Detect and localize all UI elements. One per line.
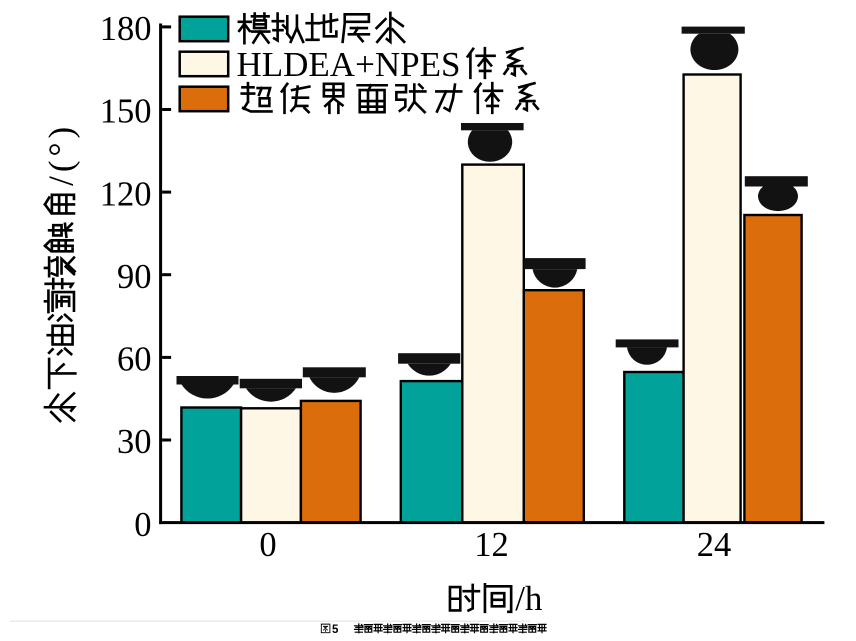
svg-text:HLDEA+NPES: HLDEA+NPES [237, 45, 461, 84]
svg-text:12: 12 [474, 526, 509, 564]
svg-text:60: 60 [117, 341, 152, 379]
svg-text:0: 0 [259, 526, 276, 564]
svg-text:30: 30 [117, 423, 152, 461]
svg-text:90: 90 [117, 258, 152, 296]
svg-text:/(°): /(°) [42, 123, 81, 186]
svg-text:24: 24 [697, 526, 732, 564]
svg-text:5: 5 [332, 624, 339, 636]
svg-text:0: 0 [134, 506, 151, 544]
svg-text:120: 120 [100, 175, 152, 213]
svg-text:/h: /h [515, 579, 543, 618]
svg-text:180: 180 [100, 10, 152, 48]
svg-text:150: 150 [100, 93, 152, 131]
